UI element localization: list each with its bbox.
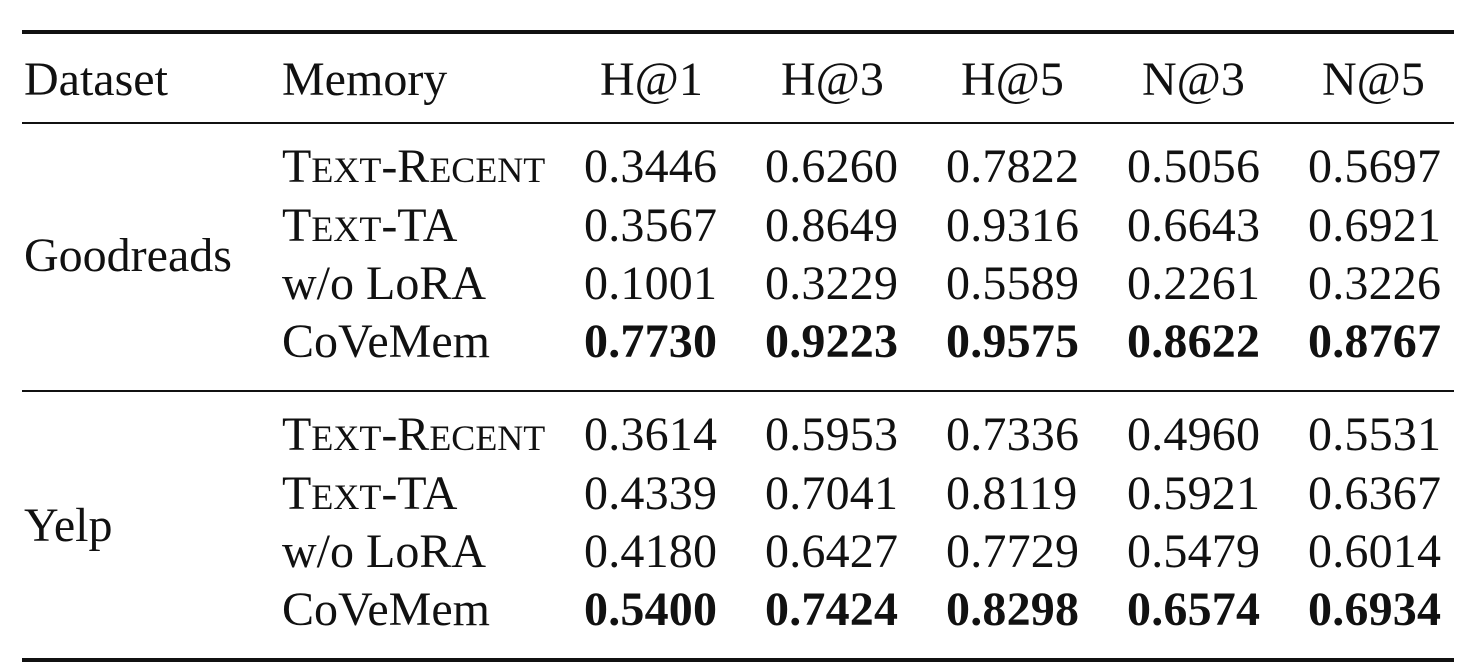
metric-value: 0.3229 bbox=[765, 257, 899, 310]
metric-value: 0.8622 bbox=[1127, 315, 1261, 368]
metric-value: 0.8767 bbox=[1308, 315, 1442, 368]
metric-value: 0.6014 bbox=[1308, 525, 1442, 578]
metric-value: 0.5697 bbox=[1308, 140, 1442, 193]
metric-value: 0.6643 bbox=[1127, 199, 1261, 252]
header-dataset: Dataset bbox=[24, 53, 168, 106]
header-n5: N@5 bbox=[1322, 53, 1425, 106]
metric-value: 0.7729 bbox=[946, 525, 1080, 578]
metric-value: 0.9316 bbox=[946, 199, 1080, 252]
metric-value: 0.5531 bbox=[1308, 408, 1442, 461]
metric-value: 0.9575 bbox=[946, 315, 1080, 368]
memory-label: Text-Recent bbox=[282, 408, 546, 461]
group-separator-rule bbox=[22, 390, 1454, 392]
metric-value: 0.8119 bbox=[946, 467, 1078, 520]
memory-label: Text-TA bbox=[282, 467, 458, 520]
metric-value: 0.3446 bbox=[584, 140, 718, 193]
metric-value: 0.7822 bbox=[946, 140, 1080, 193]
memory-label: CoVeMem bbox=[282, 315, 490, 368]
metric-value: 0.5953 bbox=[765, 408, 899, 461]
metric-value: 0.6367 bbox=[1308, 467, 1442, 520]
metric-value: 0.7336 bbox=[946, 408, 1080, 461]
metric-value: 0.1001 bbox=[584, 257, 718, 310]
metric-value: 0.6574 bbox=[1127, 583, 1261, 636]
metric-value: 0.6921 bbox=[1308, 199, 1442, 252]
metric-value: 0.3567 bbox=[584, 199, 718, 252]
memory-label: w/o LoRA bbox=[282, 525, 486, 578]
metric-value: 0.4339 bbox=[584, 467, 718, 520]
metric-value: 0.3226 bbox=[1308, 257, 1442, 310]
metric-value: 0.5479 bbox=[1127, 525, 1261, 578]
metric-value: 0.7424 bbox=[765, 583, 899, 636]
metric-value: 0.2261 bbox=[1127, 257, 1261, 310]
metric-value: 0.7041 bbox=[765, 467, 899, 520]
metric-value: 0.7730 bbox=[584, 315, 718, 368]
metric-value: 0.6934 bbox=[1308, 583, 1442, 636]
top-rule bbox=[22, 30, 1454, 34]
metric-value: 0.6260 bbox=[765, 140, 899, 193]
metric-value: 0.4180 bbox=[584, 525, 718, 578]
metric-value: 0.4960 bbox=[1127, 408, 1261, 461]
metric-value: 0.5400 bbox=[584, 583, 718, 636]
dataset-label: Yelp bbox=[24, 499, 113, 552]
memory-label: w/o LoRA bbox=[282, 257, 486, 310]
header-rule bbox=[22, 122, 1454, 124]
metric-value: 0.5056 bbox=[1127, 140, 1261, 193]
metric-value: 0.8298 bbox=[946, 583, 1080, 636]
metric-value: 0.5589 bbox=[946, 257, 1080, 310]
dataset-label: Goodreads bbox=[24, 229, 232, 282]
memory-label: CoVeMem bbox=[282, 583, 490, 636]
metric-value: 0.5921 bbox=[1127, 467, 1261, 520]
metric-value: 0.9223 bbox=[765, 315, 899, 368]
header-n3: N@3 bbox=[1142, 53, 1245, 106]
header-h5: H@5 bbox=[961, 53, 1064, 106]
memory-label: Text-Recent bbox=[282, 140, 546, 193]
header-memory: Memory bbox=[282, 53, 448, 106]
bottom-rule bbox=[22, 658, 1454, 662]
header-h1: H@1 bbox=[600, 53, 703, 106]
metric-value: 0.3614 bbox=[584, 408, 718, 461]
metric-value: 0.6427 bbox=[765, 525, 899, 578]
metric-value: 0.8649 bbox=[765, 199, 899, 252]
memory-label: Text-TA bbox=[282, 199, 458, 252]
header-h3: H@3 bbox=[781, 53, 884, 106]
